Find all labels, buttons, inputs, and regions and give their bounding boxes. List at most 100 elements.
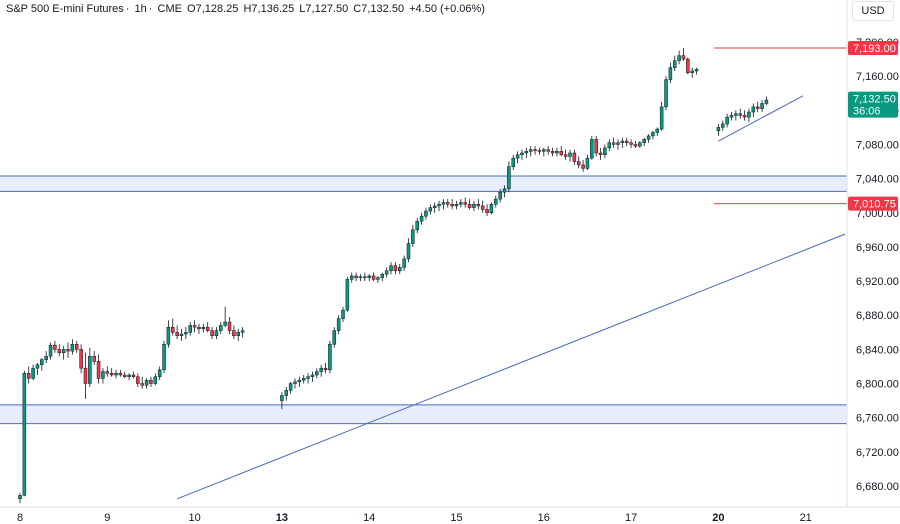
candle [57,344,62,357]
candle-body [297,379,302,383]
candle [398,264,402,275]
candle [681,47,686,61]
candle [611,137,616,148]
candle-body [515,154,520,159]
time-axis[interactable]: 8 9 10 13 14 15 16 17 20 21 [17,512,812,524]
candle-body [742,115,747,118]
time-tick-label: 10 [188,512,200,524]
last-price-tag [848,91,898,118]
candle-body [655,128,660,133]
candle [459,199,463,208]
candle [236,328,240,341]
candle [616,139,620,150]
interval-label[interactable]: 1h [134,3,147,15]
candle [406,238,411,263]
candle [454,200,459,210]
candle-body [450,203,454,207]
candle-body [79,349,83,369]
candle-body [629,142,633,145]
support-tag-label: 7,010.75 [853,199,896,211]
long-trendline [176,233,846,500]
candle-body [659,106,664,130]
candle-body [646,135,651,140]
symbol-name[interactable]: S&P 500 E-mini Futures [6,3,124,15]
candle-body [764,99,769,104]
price-tick-label: 6,800.00 [856,379,899,391]
candle-body [502,188,507,193]
candle-body [611,142,616,145]
candle-body [153,376,158,384]
candle-body [105,371,110,374]
candle [511,154,515,171]
candle-body [555,151,559,154]
candle-body [476,203,481,207]
candle-body [511,157,515,167]
candle [197,323,201,335]
candle [651,130,655,140]
candle [363,272,367,282]
candle-body [568,152,572,157]
candle-body [485,209,489,214]
price-tick-label: 7,000.00 [856,208,899,220]
candle-body [638,142,642,147]
candle-body [472,203,476,208]
candle-body [467,203,472,208]
candle-body [572,152,577,162]
candle [494,195,498,208]
candle-body [411,229,415,244]
candle-body [323,367,328,371]
price-tick-label: 6,960.00 [856,242,899,254]
candle-body [542,149,546,152]
candle [127,373,131,381]
candle [690,67,694,78]
candle-body [668,67,673,80]
candle-body [310,374,315,377]
candle-body [751,106,756,113]
candle [760,100,764,113]
currency-button[interactable]: USD [852,1,894,21]
candle-body [18,495,22,500]
candle-body [201,326,206,330]
candle-body [118,373,123,376]
candle [219,322,223,335]
candle [149,376,153,387]
candle [498,188,502,203]
lines-layer [176,47,847,500]
candle-body [336,318,341,331]
candle-body [284,390,289,396]
candle [44,351,48,364]
candle [721,120,725,131]
candle-body [157,369,162,377]
candle [764,96,769,106]
candle-body [301,378,306,381]
candle [109,368,114,377]
candle-body [280,395,284,401]
candle [297,376,302,387]
open-value: O7,128.25 [187,3,239,15]
candle [74,340,79,353]
candle [114,369,118,379]
candle [463,197,467,208]
candle-body [616,142,620,145]
candle [136,373,140,387]
time-tick-label: 20 [712,512,724,524]
candle-body [729,115,734,118]
candle [598,147,603,160]
candle [301,375,306,384]
price-tick-label: 6,760.00 [856,413,899,425]
candle-body [92,355,96,362]
candle-body [197,326,201,330]
candle [664,76,668,111]
candle-body [214,330,219,336]
candle-body [149,379,153,384]
candle [240,327,245,338]
candle [642,137,646,147]
candle [572,149,577,165]
candle-body [760,103,764,109]
candle-body [192,325,197,328]
candle-body [380,273,385,278]
candle [179,328,184,341]
candle-body [66,349,70,352]
